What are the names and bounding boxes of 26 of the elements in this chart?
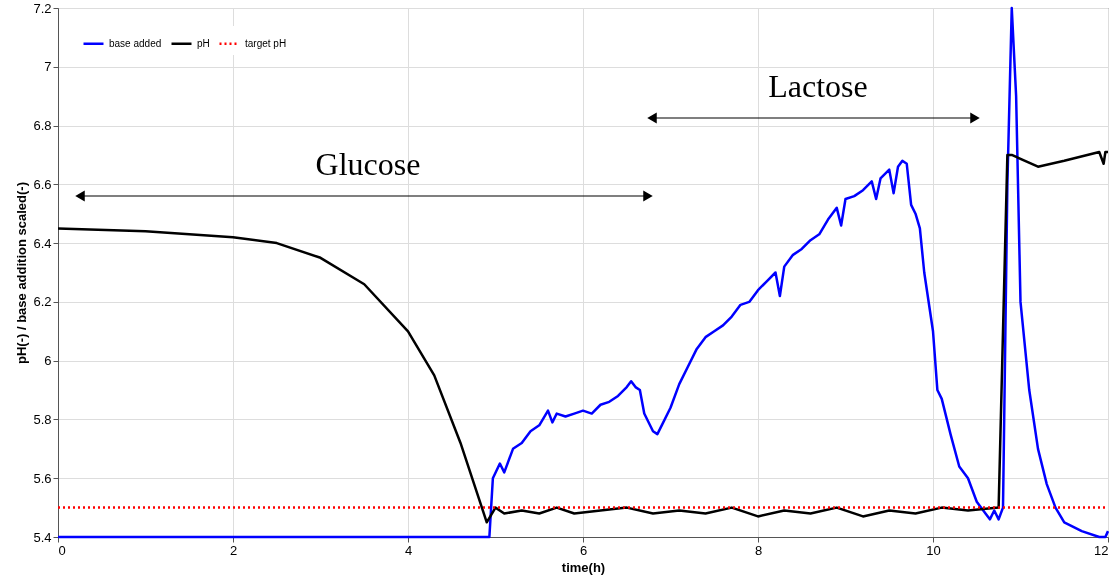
legend-label: base added xyxy=(109,37,162,49)
legend-label: pH xyxy=(197,37,210,49)
x-axis-title: time(h) xyxy=(561,559,606,575)
line-series xyxy=(56,6,1110,539)
y-tick-label: 6 xyxy=(44,353,52,369)
y-tick-label: 5.6 xyxy=(33,470,52,486)
x-tick-label: 10 xyxy=(926,542,941,558)
y-tick-label: 5.4 xyxy=(33,529,52,545)
y-tick-label: 5.8 xyxy=(33,411,52,427)
legend-label: target pH xyxy=(245,37,287,49)
y-axis-title: pH(-) / base addition scaled(-) xyxy=(14,181,30,365)
y-tick-label: 7.2 xyxy=(33,0,52,16)
x-tick-label: 8 xyxy=(754,542,763,558)
x-tick-label: 2 xyxy=(229,542,238,558)
y-tick-label: 7 xyxy=(44,59,52,75)
y-tick-label: 6.8 xyxy=(33,118,52,134)
line-series xyxy=(56,150,1110,524)
x-tick-label: 4 xyxy=(404,542,413,558)
x-tick-label: 0 xyxy=(58,542,66,558)
annotation: Lactose xyxy=(768,68,868,104)
annotation: Glucose xyxy=(315,146,421,182)
y-tick-label: 6.2 xyxy=(33,294,52,310)
y-tick-label: 6.6 xyxy=(33,176,52,192)
x-tick-label: 12 xyxy=(1094,542,1109,558)
x-tick-label: 6 xyxy=(579,542,588,558)
y-tick-label: 6.4 xyxy=(33,235,52,251)
